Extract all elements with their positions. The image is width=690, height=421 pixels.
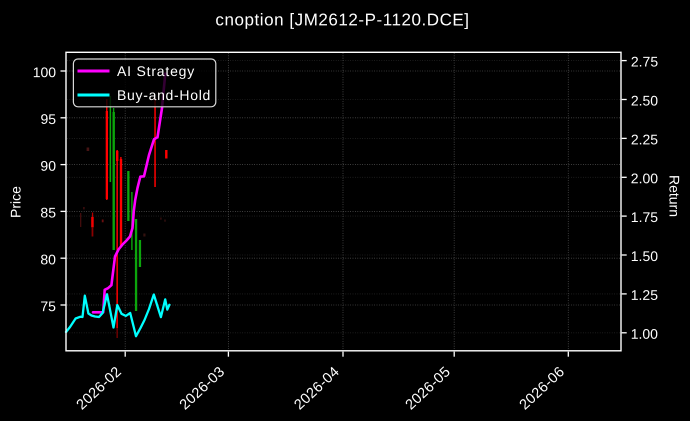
- svg-text:AI Strategy: AI Strategy: [117, 63, 195, 79]
- svg-text:80: 80: [40, 251, 56, 267]
- svg-text:cnoption [JM2612-P-1120.DCE]: cnoption [JM2612-P-1120.DCE]: [215, 10, 469, 29]
- svg-text:2.25: 2.25: [631, 131, 658, 147]
- svg-text:75: 75: [40, 298, 56, 314]
- svg-text:2.75: 2.75: [631, 54, 658, 70]
- svg-text:2.00: 2.00: [631, 170, 658, 186]
- svg-text:Return: Return: [667, 175, 683, 217]
- svg-text:2.50: 2.50: [631, 92, 658, 108]
- svg-text:1.25: 1.25: [631, 287, 658, 303]
- svg-text:95: 95: [40, 111, 56, 127]
- svg-text:90: 90: [40, 158, 56, 174]
- svg-text:Price: Price: [8, 186, 24, 218]
- svg-text:1.00: 1.00: [631, 326, 658, 342]
- svg-text:Buy-and-Hold: Buy-and-Hold: [117, 87, 211, 103]
- svg-text:85: 85: [40, 205, 56, 221]
- svg-text:100: 100: [33, 64, 57, 80]
- svg-text:1.50: 1.50: [631, 248, 658, 264]
- svg-text:1.75: 1.75: [631, 209, 658, 225]
